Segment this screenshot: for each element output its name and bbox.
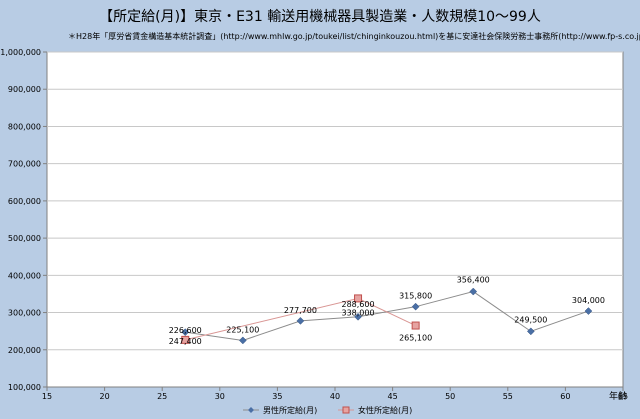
male-data-point [181, 328, 190, 336]
male-data-label: 225,100 [226, 325, 259, 334]
male-data-label: 304,000 [572, 296, 605, 305]
male-data-label: 356,400 [457, 276, 490, 285]
legend-female-label: 女性所定給(月) [358, 405, 412, 415]
x-tick-label: 50 [445, 392, 455, 401]
male-data-point [469, 287, 478, 296]
x-tick-label: 55 [503, 392, 513, 401]
male-data-label: 247,400 [169, 337, 202, 346]
x-tick-label: 35 [272, 392, 282, 401]
female-data-label: 226,600 [169, 326, 202, 335]
chart-title: 【所定給(月)】東京・E31 輸送用機械器具製造業・人数規模10～99人 [99, 9, 541, 25]
x-tick-label: 40 [330, 392, 340, 401]
y-tick-label: 1,000,000 [0, 48, 41, 57]
x-tick-label: 15 [42, 392, 52, 401]
x-axis-label: 年齢 [609, 390, 627, 402]
female-data-label: 265,100 [399, 334, 432, 343]
y-tick-label: 300,000 [8, 309, 41, 318]
legend-female-marker [342, 406, 350, 414]
x-tick-label: 30 [215, 392, 225, 401]
male-data-label: 249,500 [514, 315, 547, 324]
female-data-point [354, 294, 363, 303]
male-data-point [411, 302, 420, 311]
male-data-point [238, 336, 247, 345]
y-tick-label: 500,000 [8, 234, 41, 243]
y-tick-label: 600,000 [8, 197, 41, 206]
male-data-label: 315,800 [399, 292, 432, 301]
male-data-point [296, 317, 305, 325]
y-tick-label: 200,000 [8, 346, 41, 355]
x-tick-label: 25 [157, 392, 167, 401]
y-tick-label: 900,000 [8, 85, 41, 94]
y-tick-label: 400,000 [8, 271, 41, 280]
legend-male-marker [248, 407, 254, 413]
x-tick-label: 65 [618, 392, 628, 401]
y-tick-label: 100,000 [8, 383, 41, 392]
male-data-point [584, 307, 593, 315]
y-tick-label: 700,000 [8, 160, 41, 169]
source-note: ＊H28年「厚労省賃金構造基本統計調査」(http://www.mhlw.go.… [68, 32, 640, 41]
male-data-point [526, 327, 535, 336]
legend-male-label: 男性所定給(月) [263, 405, 317, 415]
y-tick-label: 800,000 [8, 122, 41, 131]
male-data-point [354, 312, 362, 321]
female-data-point [411, 321, 420, 330]
male-data-label: 288,600 [341, 300, 374, 309]
male-data-label: 277,700 [284, 306, 317, 315]
x-tick-label: 60 [560, 392, 570, 401]
female-data-point [181, 335, 190, 344]
plot-area [46, 51, 624, 388]
x-tick-label: 45 [388, 392, 398, 401]
female-data-label: 338,000 [341, 308, 374, 317]
x-tick-label: 20 [100, 392, 110, 401]
